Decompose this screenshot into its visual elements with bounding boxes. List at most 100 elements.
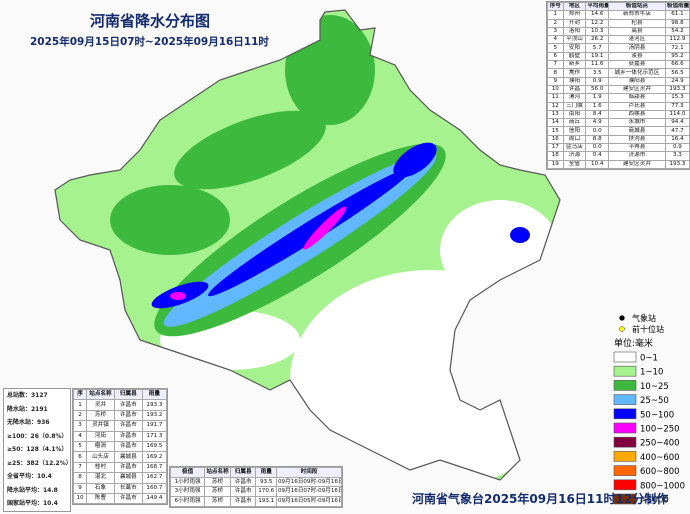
row: 9 石象 长葛市 160.7 xyxy=(72,482,168,494)
cell: 13 xyxy=(547,109,564,120)
row: 11 漯河 1.9 临颍县 15.3 xyxy=(547,93,690,103)
cell: 56.5 xyxy=(664,68,690,78)
header-row: 极值 站点名称 归属县 雨量 时间段 xyxy=(169,467,343,478)
subtitle: 2025年09月15日07时~2025年09月16日11时 xyxy=(30,36,269,48)
cell: 浚县 xyxy=(608,51,666,62)
footer: 河南省气象台2025年09月16日11时12分制作 xyxy=(412,492,669,506)
header-cell: 平均雨量 xyxy=(585,1,610,12)
cell: 许昌市 xyxy=(113,492,143,505)
cell: 17 xyxy=(547,143,564,153)
legend-swatch xyxy=(613,408,637,420)
cell: 18 xyxy=(547,151,564,161)
cell: 10.4 xyxy=(585,159,610,169)
row: 17 驻马店 0.0 平舆县 0.9 xyxy=(547,143,690,153)
cell: 0.4 xyxy=(585,151,610,161)
legend-swatch xyxy=(613,351,637,363)
cell: 114.0 xyxy=(664,109,690,120)
cell: 72.1 xyxy=(664,43,690,53)
cell: 5 xyxy=(72,440,88,453)
cell: 10.3 xyxy=(585,26,610,37)
legend-label: 800~1000 xyxy=(640,481,685,491)
row: 5 安阳 5.7 汤阴县 72.1 xyxy=(547,43,690,53)
cell: 苏桥 xyxy=(204,496,231,507)
cell: 6小时雨强 xyxy=(169,496,206,507)
cell: 许昌市 xyxy=(229,476,257,488)
legend-label: 25~50 xyxy=(640,396,669,406)
cell: 苏桥 xyxy=(86,409,115,422)
cell: 77.3 xyxy=(664,101,690,111)
stat: 降水站：2191 xyxy=(7,405,48,413)
cell: 濮阳县 xyxy=(608,76,666,86)
cell: 09月16日07时-09月16日10时 xyxy=(275,486,343,498)
header-row: 序号 地区 平均雨量 极值站点 极值雨量 xyxy=(547,1,690,12)
row: 7 桂村 许昌市 168.7 xyxy=(72,461,168,474)
cell: 苏桥 xyxy=(204,486,231,498)
cell: 许昌市 xyxy=(113,440,143,453)
cell: 19.1 xyxy=(585,51,610,62)
cell: 7 xyxy=(547,60,564,70)
cell: 12.2 xyxy=(585,18,610,28)
cell: 15.3 xyxy=(664,93,690,103)
cell: 长葛市 xyxy=(113,482,143,494)
cell: 2 xyxy=(72,409,88,422)
region-table: 序号 地区 平均雨量 极值站点 极值雨量 1 郑州 14.6 新郑市牛店 61.1 2 开封 12.2 杞… xyxy=(546,1,690,170)
cell: 170.6 xyxy=(255,486,277,498)
cell: 1.6 xyxy=(585,101,610,111)
row: 13 南阳 8.4 西峡县 114.0 xyxy=(547,109,690,120)
cell: 4 xyxy=(72,430,88,442)
unit: 单位:毫米 xyxy=(614,337,653,349)
header-cell: 极值雨量 xyxy=(664,1,690,12)
legend-swatch xyxy=(613,493,637,505)
cell: 椹涧 xyxy=(86,440,115,453)
cell: 1小时雨强 xyxy=(169,476,206,488)
cell: 0.9 xyxy=(585,76,610,86)
cell: 杞县 xyxy=(608,18,666,28)
cell: 4.9 xyxy=(585,118,610,128)
cell: 93.5 xyxy=(255,476,277,488)
stat: 国家站平均：10.4 xyxy=(7,500,58,507)
cell: 新乡 xyxy=(562,60,587,70)
cell: 95.2 xyxy=(664,51,690,62)
row: 2 苏桥 许昌市 193.2 xyxy=(72,409,168,422)
header-cell: 序号 xyxy=(547,1,564,12)
cell: 09月16日09时-09月16日10时 xyxy=(275,476,343,488)
cell: 169.5 xyxy=(141,440,168,453)
cell: 济源 xyxy=(562,151,587,161)
legend-label: 0~1 xyxy=(640,354,658,364)
cell: 8 xyxy=(547,68,564,78)
station-label: 气象站 xyxy=(632,313,656,323)
cell: 193.3 xyxy=(664,84,690,95)
cell: 14.6 xyxy=(585,10,610,20)
cell: 湛北 xyxy=(86,472,115,484)
row: 10 许昌 56.0 建安区灵井 193.3 xyxy=(547,84,690,95)
row: 2 开封 12.2 杞县 98.8 xyxy=(547,18,690,28)
cell: 9 xyxy=(547,76,564,86)
cell: 191.7 xyxy=(141,420,168,432)
row: 3 灵井镇 许昌市 191.7 xyxy=(72,420,168,432)
row: 5 椹涧 许昌市 169.5 xyxy=(72,440,168,453)
cell: 56.0 xyxy=(585,84,610,95)
cell: 2 xyxy=(547,18,564,28)
cell: 济源市 xyxy=(608,151,666,161)
row: 6 鹤壁 19.1 浚县 95.2 xyxy=(547,51,690,62)
table: 极值 站点名称 归属县 雨量 时间段 1小时雨强 苏桥 许昌市 93.5 09月16日09时-09… xyxy=(169,467,343,507)
legend-swatch xyxy=(613,394,637,405)
cell: 汤阴县 xyxy=(608,43,666,53)
cell: 3 xyxy=(547,26,564,37)
header-cell: 雨量 xyxy=(255,467,277,478)
cell: 193.3 xyxy=(664,159,690,169)
cell: 3小时雨强 xyxy=(169,486,206,498)
cell: 平顶山 xyxy=(562,35,587,45)
cell: 149.4 xyxy=(141,492,168,505)
row: 1 灵井 许昌市 193.3 xyxy=(72,399,168,411)
cell: 26.2 xyxy=(585,35,610,45)
legend-swatch xyxy=(613,451,637,462)
legend-swatch xyxy=(613,479,637,491)
header-cell: 时间段 xyxy=(275,467,343,478)
cell: 卢氏县 xyxy=(608,101,666,111)
cell: 桂村 xyxy=(86,461,115,474)
cell: 平舆县 xyxy=(608,143,666,153)
stat: 无降水站：936 xyxy=(7,419,50,426)
